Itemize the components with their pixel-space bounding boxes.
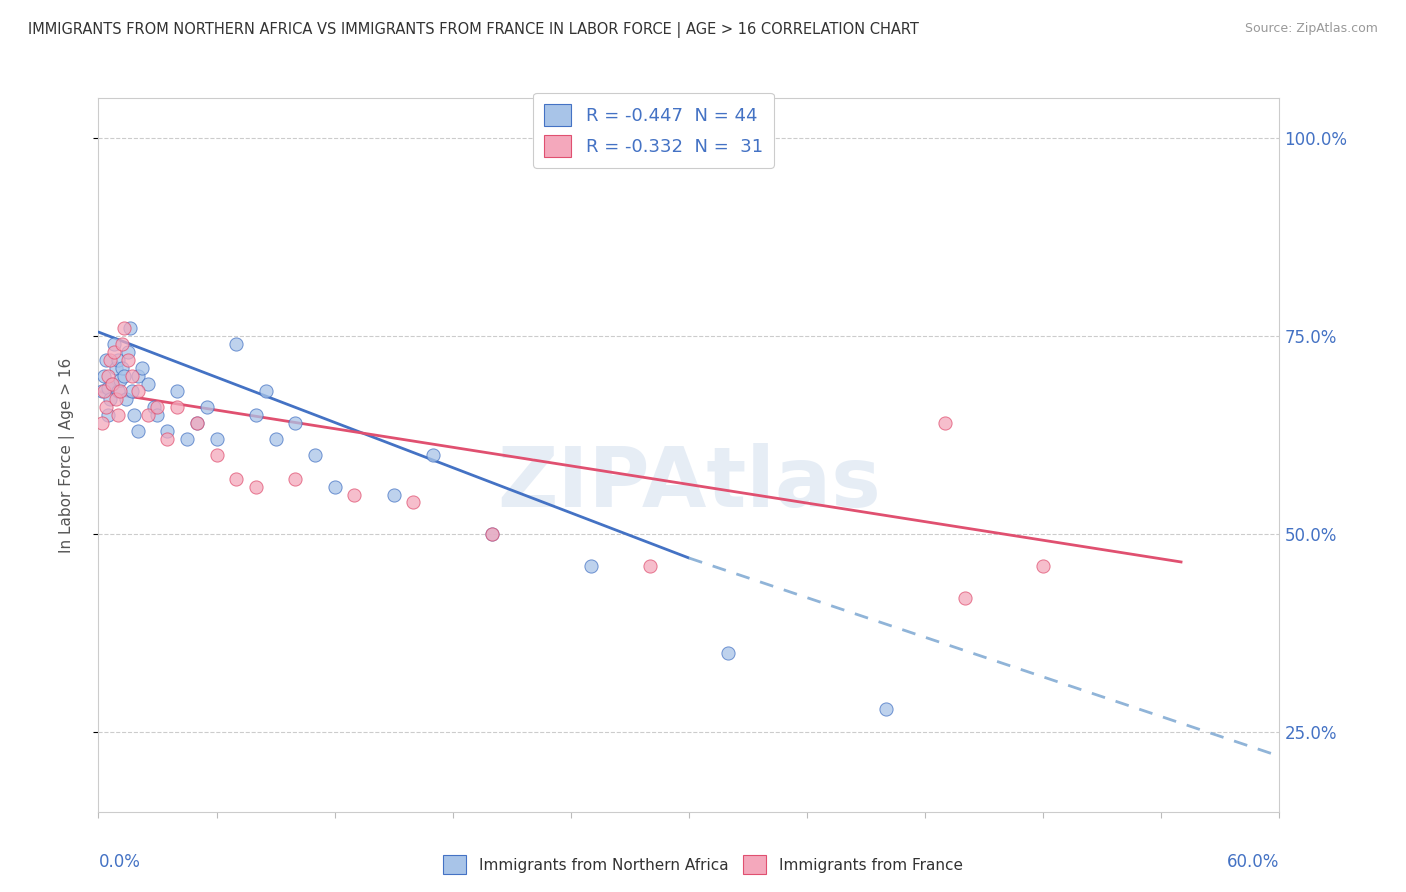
Point bbox=[108, 373, 131, 387]
Point bbox=[166, 384, 188, 399]
Point bbox=[97, 368, 120, 383]
Point bbox=[382, 487, 405, 501]
Point bbox=[118, 321, 141, 335]
Point bbox=[146, 401, 169, 415]
Point bbox=[245, 409, 267, 423]
Point bbox=[122, 409, 145, 423]
Point bbox=[107, 352, 129, 367]
Point bbox=[117, 352, 139, 367]
Point bbox=[343, 487, 366, 501]
Point bbox=[127, 384, 149, 399]
Text: ZIPAtlas: ZIPAtlas bbox=[496, 443, 882, 524]
Point bbox=[108, 384, 131, 399]
Point bbox=[96, 352, 118, 367]
Point bbox=[205, 432, 228, 446]
Point bbox=[136, 376, 159, 391]
Point bbox=[195, 401, 218, 415]
Point bbox=[953, 591, 976, 605]
Point bbox=[111, 360, 134, 375]
Point bbox=[304, 448, 326, 462]
Point bbox=[127, 424, 149, 438]
Point bbox=[284, 416, 307, 430]
Point bbox=[117, 344, 139, 359]
Point bbox=[105, 360, 128, 375]
Point bbox=[579, 558, 602, 573]
Point bbox=[97, 380, 120, 394]
Point bbox=[127, 368, 149, 383]
Legend: Immigrants from Northern Africa, Immigrants from France: Immigrants from Northern Africa, Immigra… bbox=[437, 849, 969, 880]
Point bbox=[101, 376, 124, 391]
Point bbox=[205, 448, 228, 462]
Point bbox=[103, 337, 125, 351]
Point bbox=[264, 432, 287, 446]
Point bbox=[717, 646, 740, 660]
Point bbox=[638, 558, 661, 573]
Point bbox=[112, 321, 135, 335]
Point bbox=[254, 384, 277, 399]
Point bbox=[96, 401, 118, 415]
Point bbox=[107, 409, 129, 423]
Point bbox=[107, 384, 129, 399]
Point bbox=[136, 409, 159, 423]
Point bbox=[103, 344, 125, 359]
Point bbox=[186, 416, 208, 430]
Point bbox=[115, 392, 138, 407]
Point bbox=[121, 384, 143, 399]
Point bbox=[97, 409, 120, 423]
Text: 60.0%: 60.0% bbox=[1227, 854, 1279, 871]
Point bbox=[142, 401, 165, 415]
Point bbox=[98, 392, 121, 407]
Point bbox=[481, 527, 503, 541]
Point bbox=[101, 376, 124, 391]
Text: 0.0%: 0.0% bbox=[98, 854, 141, 871]
Text: Source: ZipAtlas.com: Source: ZipAtlas.com bbox=[1244, 22, 1378, 36]
Point bbox=[121, 368, 143, 383]
Point bbox=[131, 360, 153, 375]
Point bbox=[245, 480, 267, 494]
Point bbox=[323, 480, 346, 494]
Legend: R = -0.447  N = 44, R = -0.332  N =  31: R = -0.447 N = 44, R = -0.332 N = 31 bbox=[533, 93, 773, 168]
Point bbox=[156, 424, 179, 438]
Point bbox=[186, 416, 208, 430]
Point bbox=[402, 495, 425, 509]
Point bbox=[146, 409, 169, 423]
Point bbox=[105, 392, 128, 407]
Point bbox=[156, 432, 179, 446]
Point bbox=[225, 472, 247, 486]
Point bbox=[91, 384, 114, 399]
Point bbox=[93, 368, 115, 383]
Point bbox=[166, 401, 188, 415]
Point bbox=[1032, 558, 1054, 573]
Text: IMMIGRANTS FROM NORTHERN AFRICA VS IMMIGRANTS FROM FRANCE IN LABOR FORCE | AGE >: IMMIGRANTS FROM NORTHERN AFRICA VS IMMIG… bbox=[28, 22, 920, 38]
Point bbox=[98, 352, 121, 367]
Point bbox=[112, 368, 135, 383]
Point bbox=[875, 701, 897, 715]
Point bbox=[225, 337, 247, 351]
Point bbox=[934, 416, 956, 430]
Point bbox=[93, 384, 115, 399]
Point bbox=[111, 337, 134, 351]
Y-axis label: In Labor Force | Age > 16: In Labor Force | Age > 16 bbox=[59, 358, 75, 552]
Point bbox=[176, 432, 198, 446]
Point bbox=[422, 448, 444, 462]
Point bbox=[481, 527, 503, 541]
Point bbox=[91, 416, 114, 430]
Point bbox=[284, 472, 307, 486]
